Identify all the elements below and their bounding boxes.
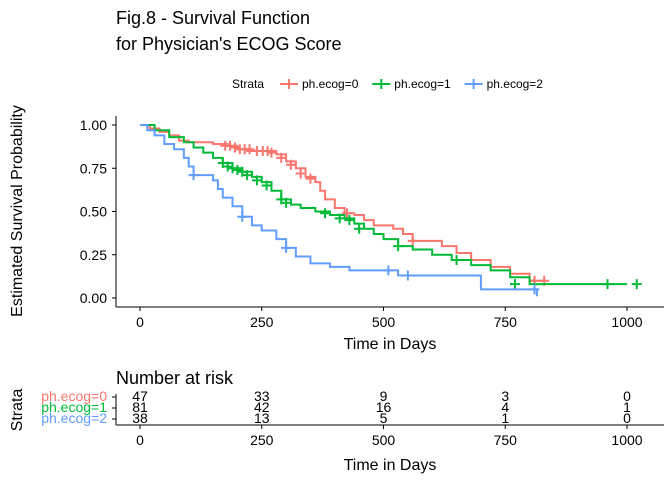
- risk-table-title: Number at risk: [116, 368, 234, 388]
- censor-mark: [451, 254, 462, 265]
- risk-count: 4: [501, 399, 509, 415]
- risk-table: Number at risk ph.ecog=0 47 33 9 3 0 ph.ecog=1…: [9, 368, 664, 474]
- censor-mark: [242, 170, 253, 181]
- censor-mark: [229, 142, 240, 153]
- censor-mark: [281, 197, 292, 208]
- censor-mark: [509, 279, 520, 290]
- legend: Strata ph.ecog=0 ph.ecog=1 ph.ecog=2: [232, 77, 543, 91]
- censor-mark: [251, 175, 262, 186]
- risk-count: 47: [132, 388, 148, 404]
- censor-mark: [244, 144, 255, 155]
- y-tick-label: 0.25: [80, 247, 107, 263]
- risk-row-label: ph.ecog=1: [41, 399, 107, 415]
- risk-table-x-label: Time in Days: [344, 457, 437, 474]
- risk-count: 9: [380, 388, 388, 404]
- y-tick-label: 1.00: [80, 117, 107, 133]
- risk-count: 38: [132, 410, 148, 426]
- censor-mark: [266, 147, 277, 158]
- legend-label: ph.ecog=2: [487, 77, 544, 91]
- censor-mark: [334, 213, 345, 224]
- censor-mark: [222, 161, 233, 172]
- risk-count: 1: [623, 399, 631, 415]
- risk-table-y-label: Strata: [9, 389, 26, 432]
- y-axis-label: Estimated Survival Probability: [9, 105, 26, 317]
- legend-title: Strata: [232, 77, 264, 91]
- risk-x-tick-label: 250: [250, 432, 274, 448]
- x-tick-label: 0: [136, 314, 144, 330]
- survival-curve-ph-ecog-1: [140, 124, 627, 286]
- risk-count: 0: [623, 388, 631, 404]
- risk-count: 5: [380, 410, 388, 426]
- risk-count: 16: [376, 399, 392, 415]
- x-tick-label: 250: [250, 314, 274, 330]
- risk-x-tick-label: 500: [372, 432, 396, 448]
- survival-curve-ph-ecog-2: [140, 124, 538, 297]
- censor-mark: [281, 242, 292, 253]
- censor-mark: [261, 180, 272, 191]
- risk-x-tick-label: 750: [494, 432, 518, 448]
- censor-mark: [344, 215, 355, 226]
- censor-mark: [232, 164, 243, 175]
- risk-row-label: ph.ecog=2: [41, 410, 107, 426]
- y-tick-label: 0.50: [80, 204, 107, 220]
- risk-x-tick-label: 0: [136, 432, 144, 448]
- censor-mark: [188, 170, 199, 181]
- survival-plot: 0 250 500 750 1000 0.00 0.25 0.50 0.75 1.00 Time …: [9, 105, 664, 353]
- y-tick-label: 0.00: [80, 290, 107, 306]
- censor-mark: [225, 140, 236, 151]
- censor-mark: [354, 223, 365, 234]
- censor-mark: [285, 159, 296, 170]
- censor-mark: [402, 270, 413, 281]
- y-tick-label: 0.75: [80, 160, 107, 176]
- censor-mark: [227, 163, 238, 174]
- risk-count: 3: [501, 388, 509, 404]
- censor-mark: [383, 265, 394, 276]
- risk-count: 1: [501, 410, 509, 426]
- risk-count: 0: [623, 410, 631, 426]
- censor-mark: [295, 168, 306, 179]
- legend-label: ph.ecog=0: [302, 77, 359, 91]
- x-tick-label: 500: [372, 314, 396, 330]
- censor-mark: [602, 279, 613, 290]
- risk-x-tick-label: 1000: [611, 432, 642, 448]
- legend-label: ph.ecog=1: [394, 77, 451, 91]
- censor-mark: [393, 241, 404, 252]
- x-axis-label: Time in Days: [344, 336, 437, 353]
- censor-mark: [341, 208, 352, 219]
- censor-mark: [407, 235, 418, 246]
- censor-mark: [631, 279, 642, 290]
- risk-count: 33: [254, 388, 270, 404]
- risk-count: 81: [132, 399, 148, 415]
- censor-mark: [320, 208, 331, 219]
- censor-mark: [237, 211, 248, 222]
- risk-count: 13: [254, 410, 270, 426]
- risk-count: 42: [254, 399, 270, 415]
- chart-title-line-1: Fig.8 - Survival Function: [116, 8, 310, 28]
- risk-row-label: ph.ecog=0: [41, 388, 107, 404]
- censor-mark: [529, 284, 540, 295]
- x-tick-label: 750: [494, 314, 518, 330]
- censor-mark: [276, 152, 287, 163]
- censor-mark: [305, 173, 316, 184]
- x-tick-label: 1000: [611, 314, 642, 330]
- chart-title-line-2: for Physician's ECOG Score: [116, 34, 342, 54]
